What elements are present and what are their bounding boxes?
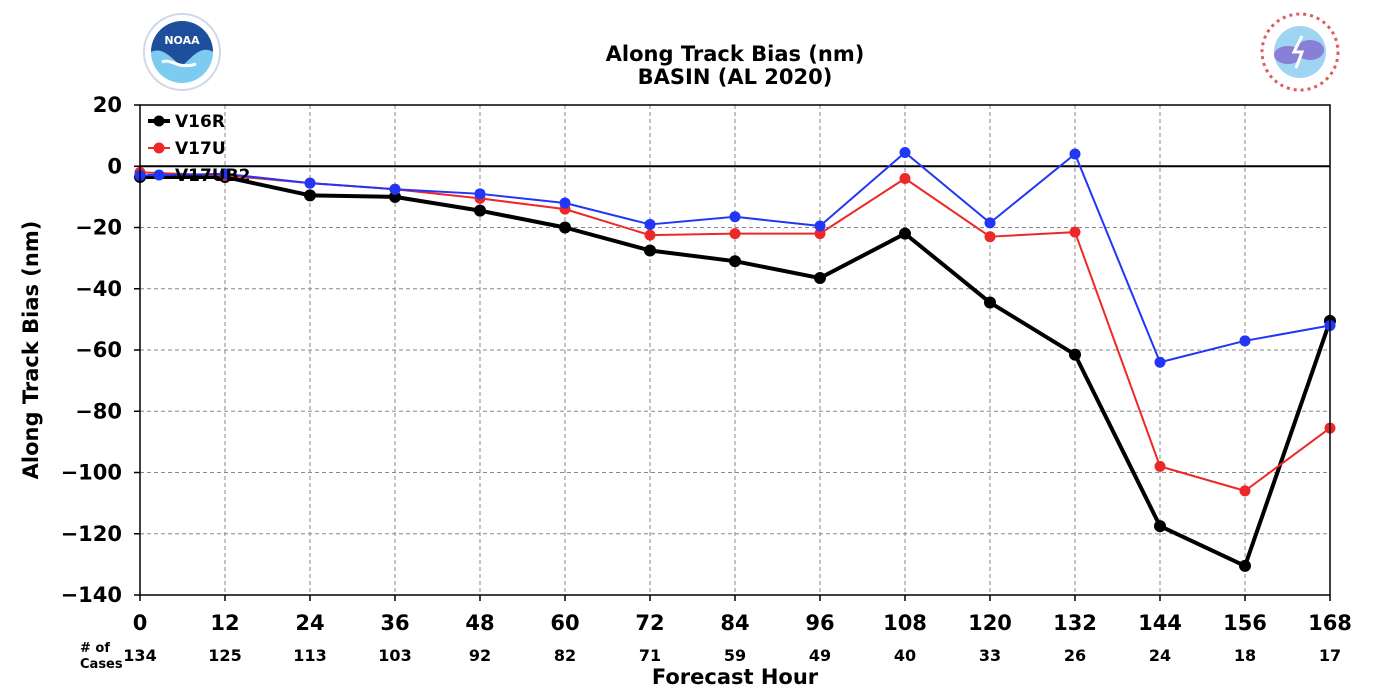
data-point bbox=[1154, 356, 1166, 368]
x-tick-label: 12 bbox=[210, 611, 239, 635]
x-tick-label: 168 bbox=[1308, 611, 1352, 635]
legend-item: V17UB2 bbox=[148, 166, 250, 186]
legend-item: V17U bbox=[148, 139, 226, 159]
y-tick-labels: 20 0 −20 −40 −60 −80 −100 −120 −140 bbox=[61, 93, 140, 607]
data-point bbox=[814, 228, 826, 240]
case-count: 71 bbox=[639, 646, 661, 665]
legend-swatch-marker bbox=[153, 169, 165, 181]
y-tick-label: 20 bbox=[93, 93, 122, 117]
noaa-logo-text: NOAA bbox=[164, 34, 200, 47]
data-point bbox=[814, 220, 826, 232]
grid-lines bbox=[139, 104, 1331, 596]
data-point bbox=[814, 272, 826, 285]
data-point bbox=[729, 255, 741, 268]
legend-label: V16R bbox=[175, 112, 225, 132]
legend: V16R V17U V17UB2 bbox=[148, 112, 250, 186]
data-point bbox=[984, 296, 996, 309]
data-point bbox=[474, 188, 486, 200]
chart-subtitle: BASIN (AL 2020) bbox=[638, 65, 833, 89]
y-tick-label: −60 bbox=[75, 338, 122, 362]
x-tick-label: 24 bbox=[295, 611, 324, 635]
data-point bbox=[1239, 335, 1251, 347]
data-point bbox=[304, 189, 316, 202]
case-count: 103 bbox=[378, 646, 411, 665]
data-point bbox=[1239, 485, 1251, 497]
case-count: 82 bbox=[554, 646, 576, 665]
data-point bbox=[729, 228, 741, 240]
cases-label-line2: Cases bbox=[80, 657, 123, 672]
cases-label-line1: # of bbox=[80, 641, 110, 656]
data-point bbox=[219, 168, 231, 180]
case-count: 26 bbox=[1064, 646, 1086, 665]
x-tick-label: 96 bbox=[805, 611, 834, 635]
y-tick-label: −100 bbox=[61, 461, 122, 485]
data-point bbox=[1069, 348, 1081, 361]
data-point bbox=[1154, 460, 1166, 472]
case-count: 17 bbox=[1319, 646, 1341, 665]
data-point bbox=[644, 218, 656, 230]
data-point bbox=[389, 183, 401, 195]
data-point bbox=[1154, 520, 1166, 533]
data-point bbox=[1069, 148, 1081, 160]
y-axis-label: Along Track Bias (nm) bbox=[19, 221, 43, 480]
data-point bbox=[474, 204, 486, 217]
data-point bbox=[984, 217, 996, 229]
data-point bbox=[559, 221, 571, 234]
x-tick-label: 0 bbox=[133, 611, 148, 635]
x-tick-label: 48 bbox=[465, 611, 494, 635]
national-weather-service-logo-icon bbox=[1260, 12, 1340, 92]
data-point bbox=[984, 231, 996, 243]
y-tick-label: −20 bbox=[75, 216, 122, 240]
data-point bbox=[1239, 559, 1251, 572]
case-count: 125 bbox=[208, 646, 241, 665]
case-count: 59 bbox=[724, 646, 746, 665]
legend-swatch-marker bbox=[153, 115, 165, 127]
legend-swatch-marker bbox=[153, 142, 165, 154]
case-count: 40 bbox=[894, 646, 916, 665]
y-tick-label: −140 bbox=[61, 583, 122, 607]
case-count: 18 bbox=[1234, 646, 1256, 665]
data-point bbox=[644, 229, 656, 241]
y-tick-label: −80 bbox=[75, 399, 122, 423]
x-tick-label: 84 bbox=[720, 611, 749, 635]
data-point bbox=[304, 177, 316, 189]
x-tick-labels: 0 12 24 36 48 60 72 84 96 108 120 132 144 156 168 bbox=[133, 595, 1352, 635]
case-count: 92 bbox=[469, 646, 491, 665]
series-v17ub2 bbox=[134, 146, 1336, 368]
x-tick-label: 156 bbox=[1223, 611, 1267, 635]
x-tick-label: 132 bbox=[1053, 611, 1097, 635]
case-count: 33 bbox=[979, 646, 1001, 665]
x-tick-label: 36 bbox=[380, 611, 409, 635]
x-tick-label: 60 bbox=[550, 611, 579, 635]
case-count: 113 bbox=[293, 646, 326, 665]
x-tick-label: 120 bbox=[968, 611, 1012, 635]
data-point bbox=[389, 190, 401, 203]
case-count: 49 bbox=[809, 646, 831, 665]
legend-item: V16R bbox=[148, 112, 225, 132]
y-tick-label: −40 bbox=[75, 277, 122, 301]
case-counts: 134 125 113 103 92 82 71 59 49 40 33 26 24 18 17 bbox=[123, 646, 1341, 665]
data-point bbox=[644, 244, 656, 257]
data-point bbox=[729, 211, 741, 223]
x-tick-label: 108 bbox=[883, 611, 927, 635]
noaa-logo-icon: NOAA bbox=[143, 13, 221, 91]
y-tick-label: −120 bbox=[61, 522, 122, 546]
case-count: 134 bbox=[123, 646, 156, 665]
data-point bbox=[899, 173, 911, 184]
x-tick-label: 144 bbox=[1138, 611, 1182, 635]
data-point bbox=[1069, 226, 1081, 238]
x-axis-label: Forecast Hour bbox=[652, 665, 819, 689]
data-point bbox=[899, 227, 911, 240]
chart-title: Along Track Bias (nm) bbox=[606, 42, 865, 66]
data-point bbox=[899, 146, 911, 158]
y-tick-label: 0 bbox=[107, 154, 122, 178]
case-count: 24 bbox=[1149, 646, 1171, 665]
series-layer bbox=[134, 146, 1336, 572]
legend-label: V17U bbox=[175, 139, 226, 159]
data-point bbox=[559, 197, 571, 209]
x-tick-label: 72 bbox=[635, 611, 664, 635]
legend-label: V17UB2 bbox=[175, 166, 250, 186]
